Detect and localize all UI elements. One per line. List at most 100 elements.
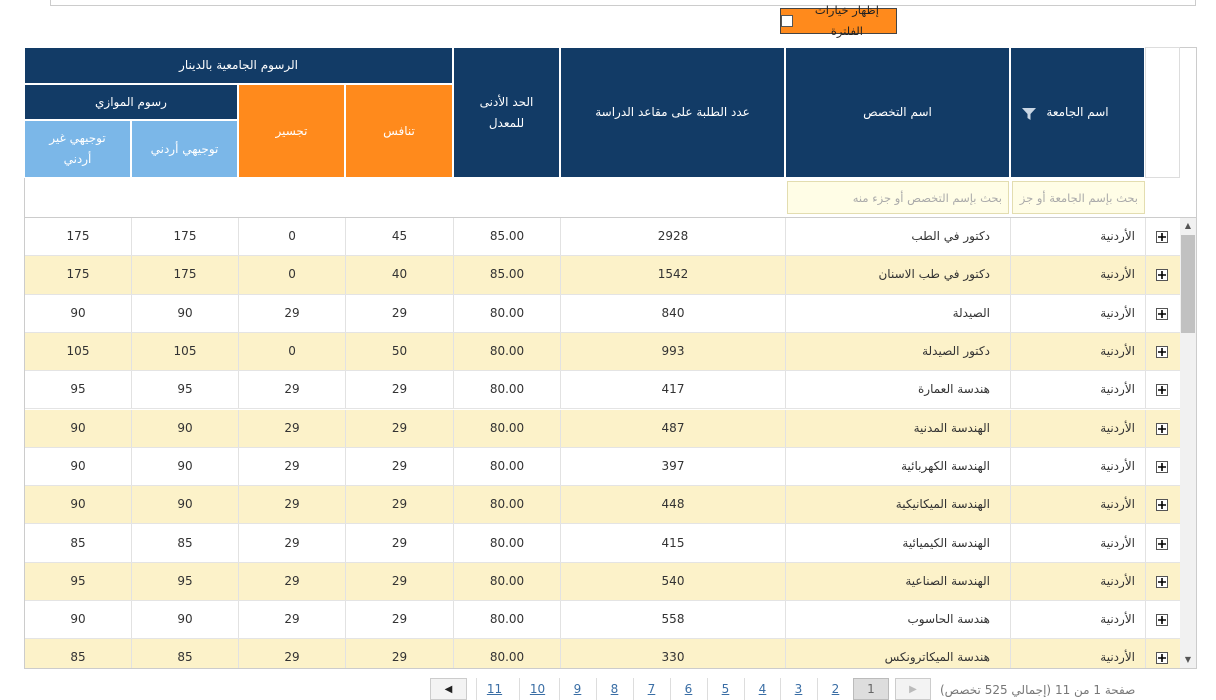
table-cell: 29 (345, 601, 453, 639)
table-cell: 105 (25, 333, 131, 370)
table-cell: 29 (345, 447, 453, 486)
page-link[interactable]: 11 (476, 678, 512, 700)
table-cell: 175 (131, 218, 238, 256)
table-cell: 80.00 (453, 562, 560, 600)
table-cell: 175 (25, 256, 131, 293)
table-cell: 45 (345, 218, 453, 256)
expand-button[interactable] (1156, 499, 1168, 512)
table-cell: 2928 (560, 218, 785, 256)
table-cell: 80.00 (453, 371, 560, 409)
expand-button[interactable] (1156, 614, 1168, 627)
column-header: عدد الطلبة على مقاعد الدراسة (560, 47, 785, 178)
page-link[interactable]: 1 (853, 678, 889, 700)
table-cell: 80.00 (453, 601, 560, 639)
page-link[interactable]: 4 (744, 678, 780, 700)
table-cell: 415 (560, 524, 785, 562)
table-cell: 80.00 (453, 409, 560, 447)
cell-divider (1145, 294, 1146, 332)
table-row: الأردنية الهندسة الكهربائية 397 80.00 29 29 90… (25, 447, 1180, 487)
table-cell: 448 (560, 486, 785, 524)
major-filter[interactable]: بحث بإسم التخصص أو جزء منه (787, 181, 1009, 214)
table-cell: الأردنية (1010, 486, 1145, 524)
prev-button[interactable]: ◀ (430, 678, 467, 700)
column-header: توجيهي أردني (131, 120, 238, 178)
page-link[interactable]: 6 (670, 678, 706, 700)
table-cell: 1542 (560, 256, 785, 294)
expand-button[interactable] (1156, 384, 1168, 397)
table-cell: الأردنية (1010, 562, 1145, 600)
expand-button[interactable] (1156, 537, 1168, 550)
table-cell: 90 (25, 448, 131, 485)
table-cell: 90 (131, 409, 238, 447)
table-cell: 29 (238, 371, 345, 409)
filter-toggle-label: إظهار خيارات الفلترة (814, 3, 879, 38)
table-cell: الأردنية (1010, 256, 1145, 294)
table-cell: الأردنية (1010, 409, 1145, 447)
table-cell: 29 (238, 447, 345, 486)
expand-button[interactable] (1156, 652, 1168, 665)
expand-button[interactable] (1156, 269, 1168, 282)
page-link[interactable]: 8 (596, 678, 632, 700)
top-input[interactable] (50, 0, 1196, 6)
table-cell: الهندسة الصناعية (785, 562, 1010, 600)
table-cell: 85 (131, 639, 238, 668)
checkbox[interactable] (781, 15, 793, 27)
table-cell: الهندسة الكيميائية (785, 524, 1010, 562)
table-cell: الأردنية (1010, 218, 1145, 256)
filter-toggle[interactable]: إظهار خيارات الفلترة (780, 3, 897, 38)
table-row: الأردنية هندسة الميكاترونكس 330 80.00 29 29 85… (25, 639, 1180, 668)
page-link[interactable]: 7 (633, 678, 669, 700)
expand-button[interactable] (1156, 575, 1168, 588)
table-row: الأردنية هندسة العمارة 417 80.00 29 29 95 95 (25, 371, 1180, 410)
table-cell: 0 (238, 218, 345, 256)
page-link[interactable]: 2 (817, 678, 853, 700)
next-button[interactable]: ▶ (895, 678, 931, 700)
expand-button[interactable] (1156, 460, 1168, 473)
table-cell: 90 (25, 410, 131, 447)
table-cell: 80.00 (453, 447, 560, 486)
table-cell: 0 (238, 332, 345, 371)
table-cell: 0 (238, 256, 345, 294)
table-cell: 29 (238, 562, 345, 600)
scroll-down[interactable]: ▼ (1184, 654, 1192, 664)
scroll-up[interactable]: ▲ (1184, 220, 1192, 230)
table-row: الأردنية دكتور في طب الاسنان 1542 85.00 40 0 1… (25, 256, 1180, 295)
page-link[interactable]: 3 (780, 678, 816, 700)
table-cell: 80.00 (453, 524, 560, 562)
table-cell: 175 (25, 218, 131, 255)
table-cell: 85.00 (453, 218, 560, 256)
table-cell: الأردنية (1010, 447, 1145, 486)
expand-button[interactable] (1156, 346, 1168, 359)
cell-divider (1145, 409, 1146, 447)
page-link[interactable]: 5 (707, 678, 743, 700)
cell-divider (1145, 218, 1146, 256)
university-filter[interactable]: بحث بإسم الجامعة أو جز (1012, 181, 1145, 214)
cell-divider (1145, 524, 1146, 562)
table-cell: 330 (560, 639, 785, 668)
column-header: تنافس (345, 84, 453, 178)
column-header: اسم التخصص (785, 47, 1010, 178)
scroll-thumb[interactable] (1181, 235, 1195, 333)
expand-button[interactable] (1156, 422, 1168, 435)
cell-divider (1145, 639, 1146, 668)
table-cell: 90 (131, 447, 238, 486)
table-cell: 29 (345, 486, 453, 524)
expand-button[interactable] (1156, 231, 1168, 244)
table-cell: 29 (345, 524, 453, 562)
page-link[interactable]: 10 (519, 678, 555, 700)
expand-button[interactable] (1156, 307, 1168, 320)
page-link[interactable]: 9 (559, 678, 595, 700)
table-cell: 95 (25, 563, 131, 600)
table-cell: 29 (345, 562, 453, 600)
table-cell: 90 (25, 601, 131, 638)
table-cell: 105 (131, 332, 238, 371)
filter-icon[interactable] (1022, 108, 1036, 120)
page-summary: صفحة 1 من 11 (إجمالي 525 تخصص) (940, 682, 1136, 697)
table-cell: 90 (131, 294, 238, 332)
table-cell: 85 (25, 524, 131, 561)
table-cell: الصيدلة (785, 294, 1010, 332)
table-cell: 29 (238, 639, 345, 668)
column-header: الحد الأدنى للمعدل (453, 47, 560, 178)
column-header: تجسير (238, 84, 345, 178)
table-cell: الأردنية (1010, 294, 1145, 332)
